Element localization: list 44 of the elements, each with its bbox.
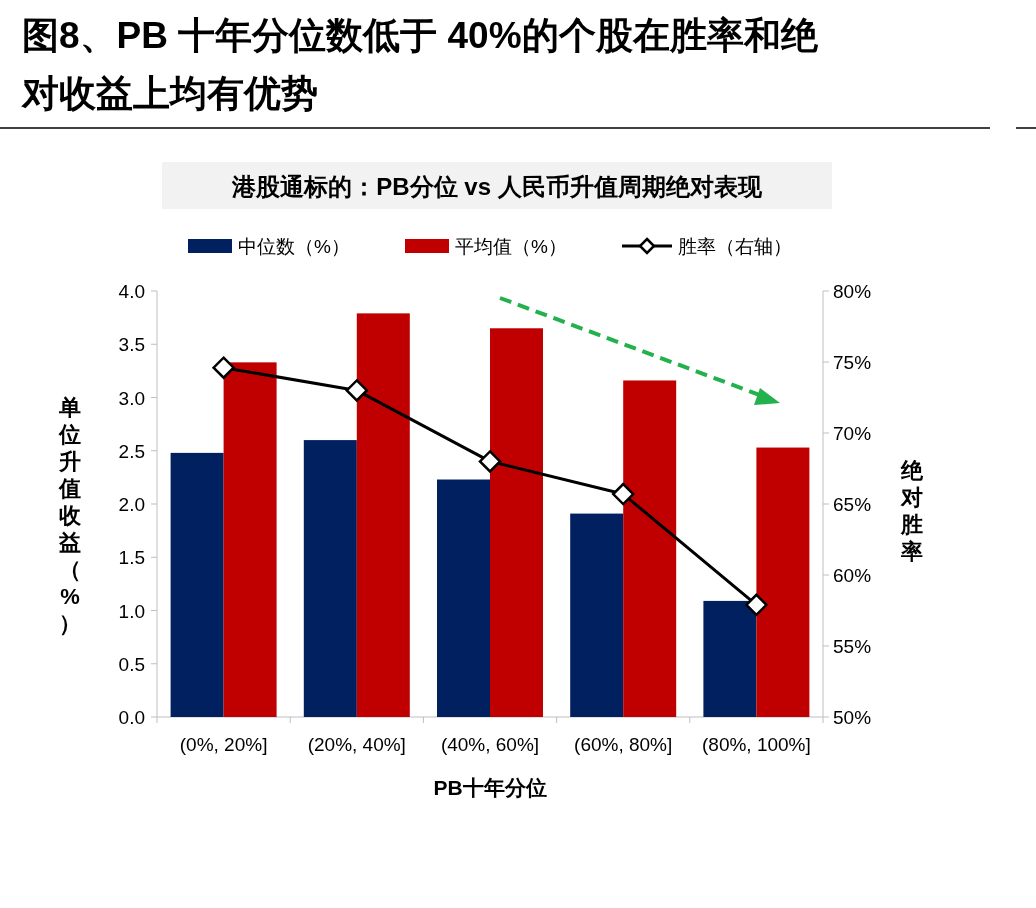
bar — [170, 452, 224, 717]
y-tick-label: 1.0 — [118, 600, 145, 622]
y-tick-label: 0.0 — [118, 707, 145, 728]
point — [345, 379, 369, 402]
bar — [570, 513, 624, 717]
chart-title: 图8、PB 十年分位数低于 40%的个股在胜率和绝对收益上均有优势 — [21, 15, 819, 114]
bar — [437, 479, 490, 717]
y2-tick-label: 75% — [833, 352, 872, 373]
bar — [703, 600, 757, 717]
legend-label: 胜率（右轴） — [678, 236, 792, 257]
y-tick-label: 4.0 — [118, 281, 145, 302]
y2-axis-title: 绝对胜率 — [900, 458, 924, 564]
point — [212, 356, 235, 379]
y2-tick-label: 60% — [833, 565, 872, 586]
bar — [756, 447, 810, 717]
point — [611, 482, 635, 506]
x-tick-label: (60%, 80%] — [574, 734, 673, 755]
x-tick-label: (20%, 40%] — [307, 734, 406, 755]
y-tick-label: 2.0 — [118, 494, 145, 515]
bar — [303, 440, 357, 717]
x-tick-label: (0%, 20%] — [179, 734, 268, 755]
bar — [223, 362, 277, 717]
x-tick-label: (80%, 100%] — [702, 734, 811, 755]
legend-label: 平均值（%） — [455, 236, 567, 257]
point — [478, 450, 502, 473]
y-tick-label: 1.5 — [118, 547, 145, 569]
y2-tick-label: 50% — [833, 707, 872, 728]
y2-tick-label: 80% — [833, 281, 872, 302]
y2-tick-label: 55% — [833, 636, 872, 657]
text: 单位升值收益（%） — [59, 395, 81, 636]
y2-tick-label: 70% — [833, 423, 872, 444]
bar — [623, 380, 677, 717]
y-tick-label: 3.0 — [118, 387, 145, 409]
bar — [356, 313, 410, 717]
y2-tick-label: 65% — [833, 494, 872, 515]
y-tick-label: 0.5 — [118, 653, 145, 675]
bar — [490, 328, 543, 717]
legend-label: 中位数（%） — [238, 236, 350, 257]
y-tick-label: 3.5 — [118, 334, 145, 356]
x-axis-title: PB十年分位 — [433, 776, 547, 799]
chart-subtitle: 港股通标的：PB分位 vs 人民币升值周期绝对表现 — [231, 173, 763, 200]
point — [745, 593, 768, 617]
x-tick-label: (40%, 60%] — [440, 734, 540, 755]
y-tick-label: 2.5 — [118, 440, 145, 462]
